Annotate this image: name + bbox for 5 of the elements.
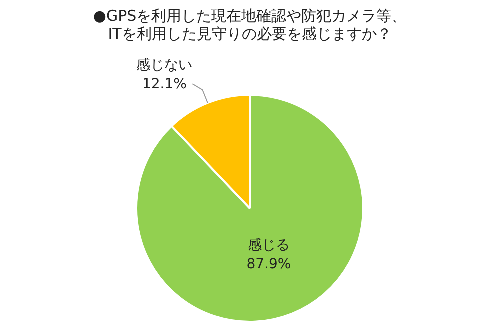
data-label: 12.1% bbox=[142, 76, 187, 93]
chart-title: ●GPSを利用した現在地確認や防犯カメラ等、 ITを利用した見守りの必要を感じますか？ bbox=[93, 6, 407, 43]
slice-label: 感じない bbox=[136, 58, 193, 74]
data-label: 87.9% bbox=[246, 256, 292, 273]
slice-label: 感じる bbox=[248, 238, 290, 254]
